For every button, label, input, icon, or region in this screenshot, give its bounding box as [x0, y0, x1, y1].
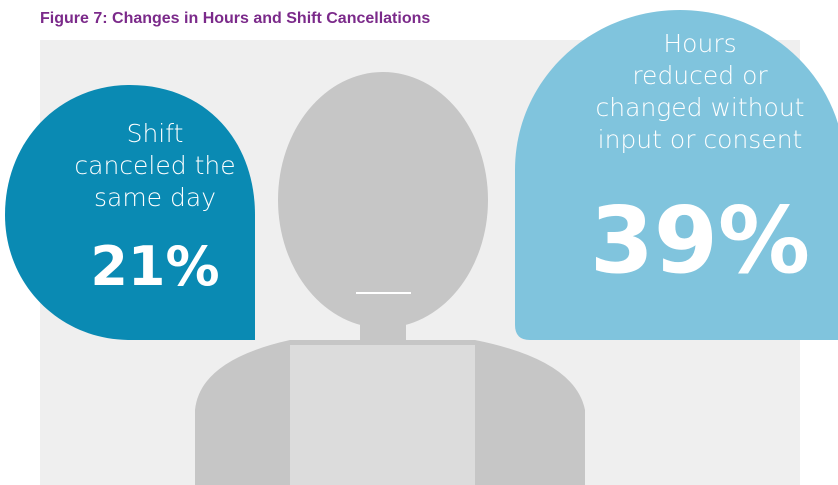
- callout-line: Hours: [663, 29, 736, 58]
- callout-value: 39%: [590, 187, 810, 294]
- callout-line: same day: [94, 183, 216, 212]
- figure-title: Figure 7: Changes in Hours and Shift Can…: [40, 10, 430, 27]
- callout-bubble-right: [515, 10, 838, 340]
- callout-line: input or consent: [598, 125, 803, 154]
- callout-line: changed without: [596, 93, 805, 122]
- apron: [290, 345, 475, 485]
- callout-bubble-left: [5, 85, 255, 340]
- callout-line: Shift: [127, 119, 184, 148]
- callout-value: 21%: [90, 235, 219, 298]
- callout-line: canceled the: [74, 151, 235, 180]
- callouts: Shift canceled the same day 21% Hours reduced…: [74, 29, 810, 298]
- callout-line: reduced or: [632, 61, 768, 90]
